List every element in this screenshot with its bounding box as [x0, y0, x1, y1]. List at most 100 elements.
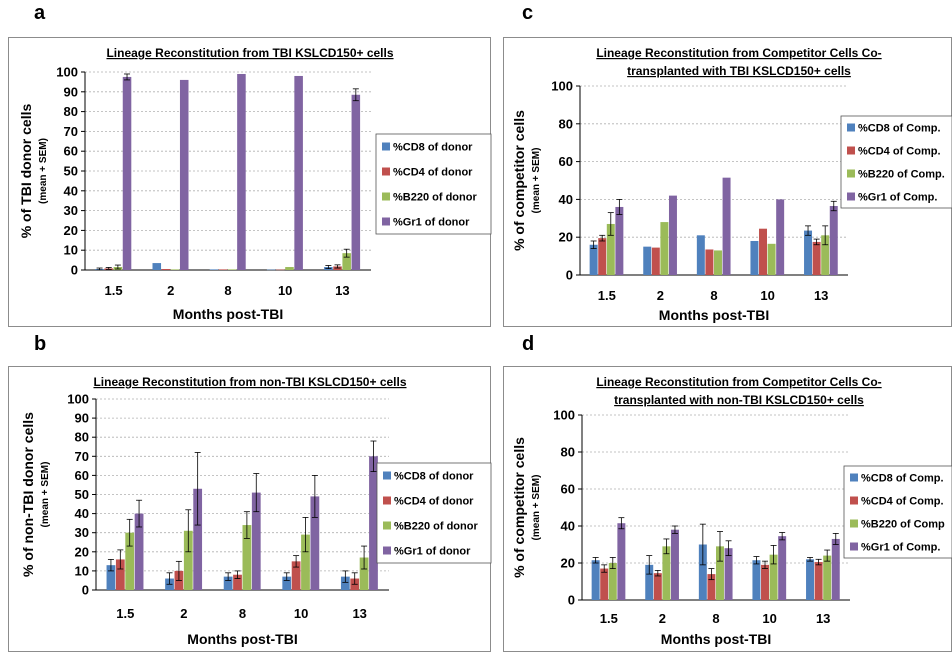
y-tick-label: 0 [82, 583, 89, 598]
panel-letter-a: a [34, 2, 46, 24]
bar [653, 573, 662, 600]
chart-svg-d: Lineage Reconstitution from Competitor C… [511, 375, 952, 647]
bar [829, 206, 838, 275]
y-tick-label: 30 [64, 203, 78, 218]
bar [340, 576, 350, 590]
legend-swatch [850, 473, 858, 482]
bar [705, 249, 714, 275]
x-tick-label: 13 [352, 606, 366, 621]
bar [294, 75, 303, 271]
bar [179, 79, 189, 270]
x-tick-label: 10 [762, 611, 776, 626]
bar [670, 529, 679, 600]
bar [209, 269, 219, 270]
x-tick-label: 2 [657, 288, 664, 303]
bar [724, 548, 733, 600]
legend-swatch [850, 496, 858, 505]
x-tick-label: 1.5 [116, 606, 134, 621]
y-tick-label: 90 [64, 84, 78, 99]
bar [722, 177, 731, 275]
bar [778, 536, 787, 600]
bar [161, 269, 171, 270]
y-tick-label: 60 [561, 482, 575, 497]
bar [698, 544, 707, 600]
chart-panel-d: Lineage Reconstitution from Competitor C… [503, 366, 952, 652]
bar [606, 223, 615, 275]
x-tick-label: 2 [180, 606, 187, 621]
y-tick-label: 80 [561, 445, 575, 460]
bar [668, 195, 677, 275]
legend-swatch [383, 496, 391, 505]
x-tick-label: 1.5 [600, 611, 618, 626]
x-tick-label: 10 [760, 288, 774, 303]
bar [282, 576, 292, 590]
legend-entry: %CD8 of Comp. [861, 473, 944, 485]
bar [600, 568, 609, 600]
legend-entry: %Gr1 of Comp. [858, 192, 937, 204]
legend-entry: %CD8 of donor [393, 142, 473, 154]
y-tick-label: 10 [75, 563, 89, 578]
bar [115, 559, 125, 590]
legend-entry: %B220 of Comp. [858, 169, 945, 181]
bar [831, 538, 840, 600]
bar [237, 73, 246, 270]
bar [707, 574, 716, 600]
legend-box [375, 133, 492, 235]
bar [769, 554, 778, 600]
bar [242, 525, 252, 590]
legend-entry: %CD8 of Comp. [858, 123, 941, 135]
chart-title: transplanted with non-TBI KSLCD150+ cell… [614, 393, 864, 407]
bar [266, 269, 276, 271]
panel-letter-d: d [522, 333, 535, 355]
y-axis-sublabel: (mean + SEM) [531, 148, 542, 214]
legend-box [376, 462, 492, 564]
x-axis-label: Months post-TBI [173, 306, 283, 322]
chart-svg-a: Lineage Reconstitution from TBI KSLCD150… [18, 46, 492, 322]
bar [617, 523, 626, 600]
bar [218, 269, 228, 270]
x-tick-label: 10 [294, 606, 308, 621]
y-tick-label: 50 [64, 164, 78, 179]
legend-entry: %CD8 of donor [394, 471, 474, 483]
bar [804, 230, 813, 275]
x-tick-label: 13 [816, 611, 830, 626]
legend-entry: %B220 of donor [393, 192, 477, 204]
legend-swatch [847, 123, 855, 132]
bar [152, 263, 162, 270]
y-tick-label: 0 [568, 593, 575, 608]
chart-title: Lineage Reconstitution from non-TBI KSLC… [93, 375, 406, 389]
y-axis-label: % of competitor cells [511, 437, 527, 578]
chart-svg-b: Lineage Reconstitution from non-TBI KSLC… [20, 375, 492, 647]
legend-swatch [847, 146, 855, 155]
bar [714, 250, 722, 275]
x-tick-label: 2 [659, 611, 666, 626]
bar [750, 240, 759, 275]
x-tick-label: 2 [167, 283, 174, 298]
bar [776, 199, 785, 275]
x-axis-label: Months post-TBI [659, 307, 769, 323]
legend-swatch [382, 167, 390, 176]
bar [662, 546, 671, 600]
chart-panel-b: Lineage Reconstitution from non-TBI KSLC… [8, 366, 492, 652]
y-tick-label: 40 [561, 519, 575, 534]
legend-swatch [382, 192, 390, 201]
x-tick-label: 8 [710, 288, 717, 303]
y-tick-label: 80 [64, 104, 78, 119]
bar [615, 206, 624, 275]
legend-box [840, 115, 952, 209]
x-tick-label: 8 [224, 283, 231, 298]
y-tick-label: 60 [64, 144, 78, 159]
y-tick-label: 30 [75, 525, 89, 540]
legend-entry: %B220 of donor [394, 521, 478, 533]
y-axis-label: % of non-TBI donor cells [20, 412, 36, 577]
y-tick-label: 70 [75, 449, 89, 464]
y-tick-label: 40 [75, 506, 89, 521]
bar [660, 222, 669, 275]
y-axis-label: % of competitor cells [511, 110, 527, 251]
y-tick-label: 40 [64, 183, 78, 198]
y-tick-label: 90 [75, 411, 89, 426]
bar [193, 488, 203, 590]
y-tick-label: 20 [64, 223, 78, 238]
y-tick-label: 50 [75, 487, 89, 502]
bar [223, 576, 233, 590]
